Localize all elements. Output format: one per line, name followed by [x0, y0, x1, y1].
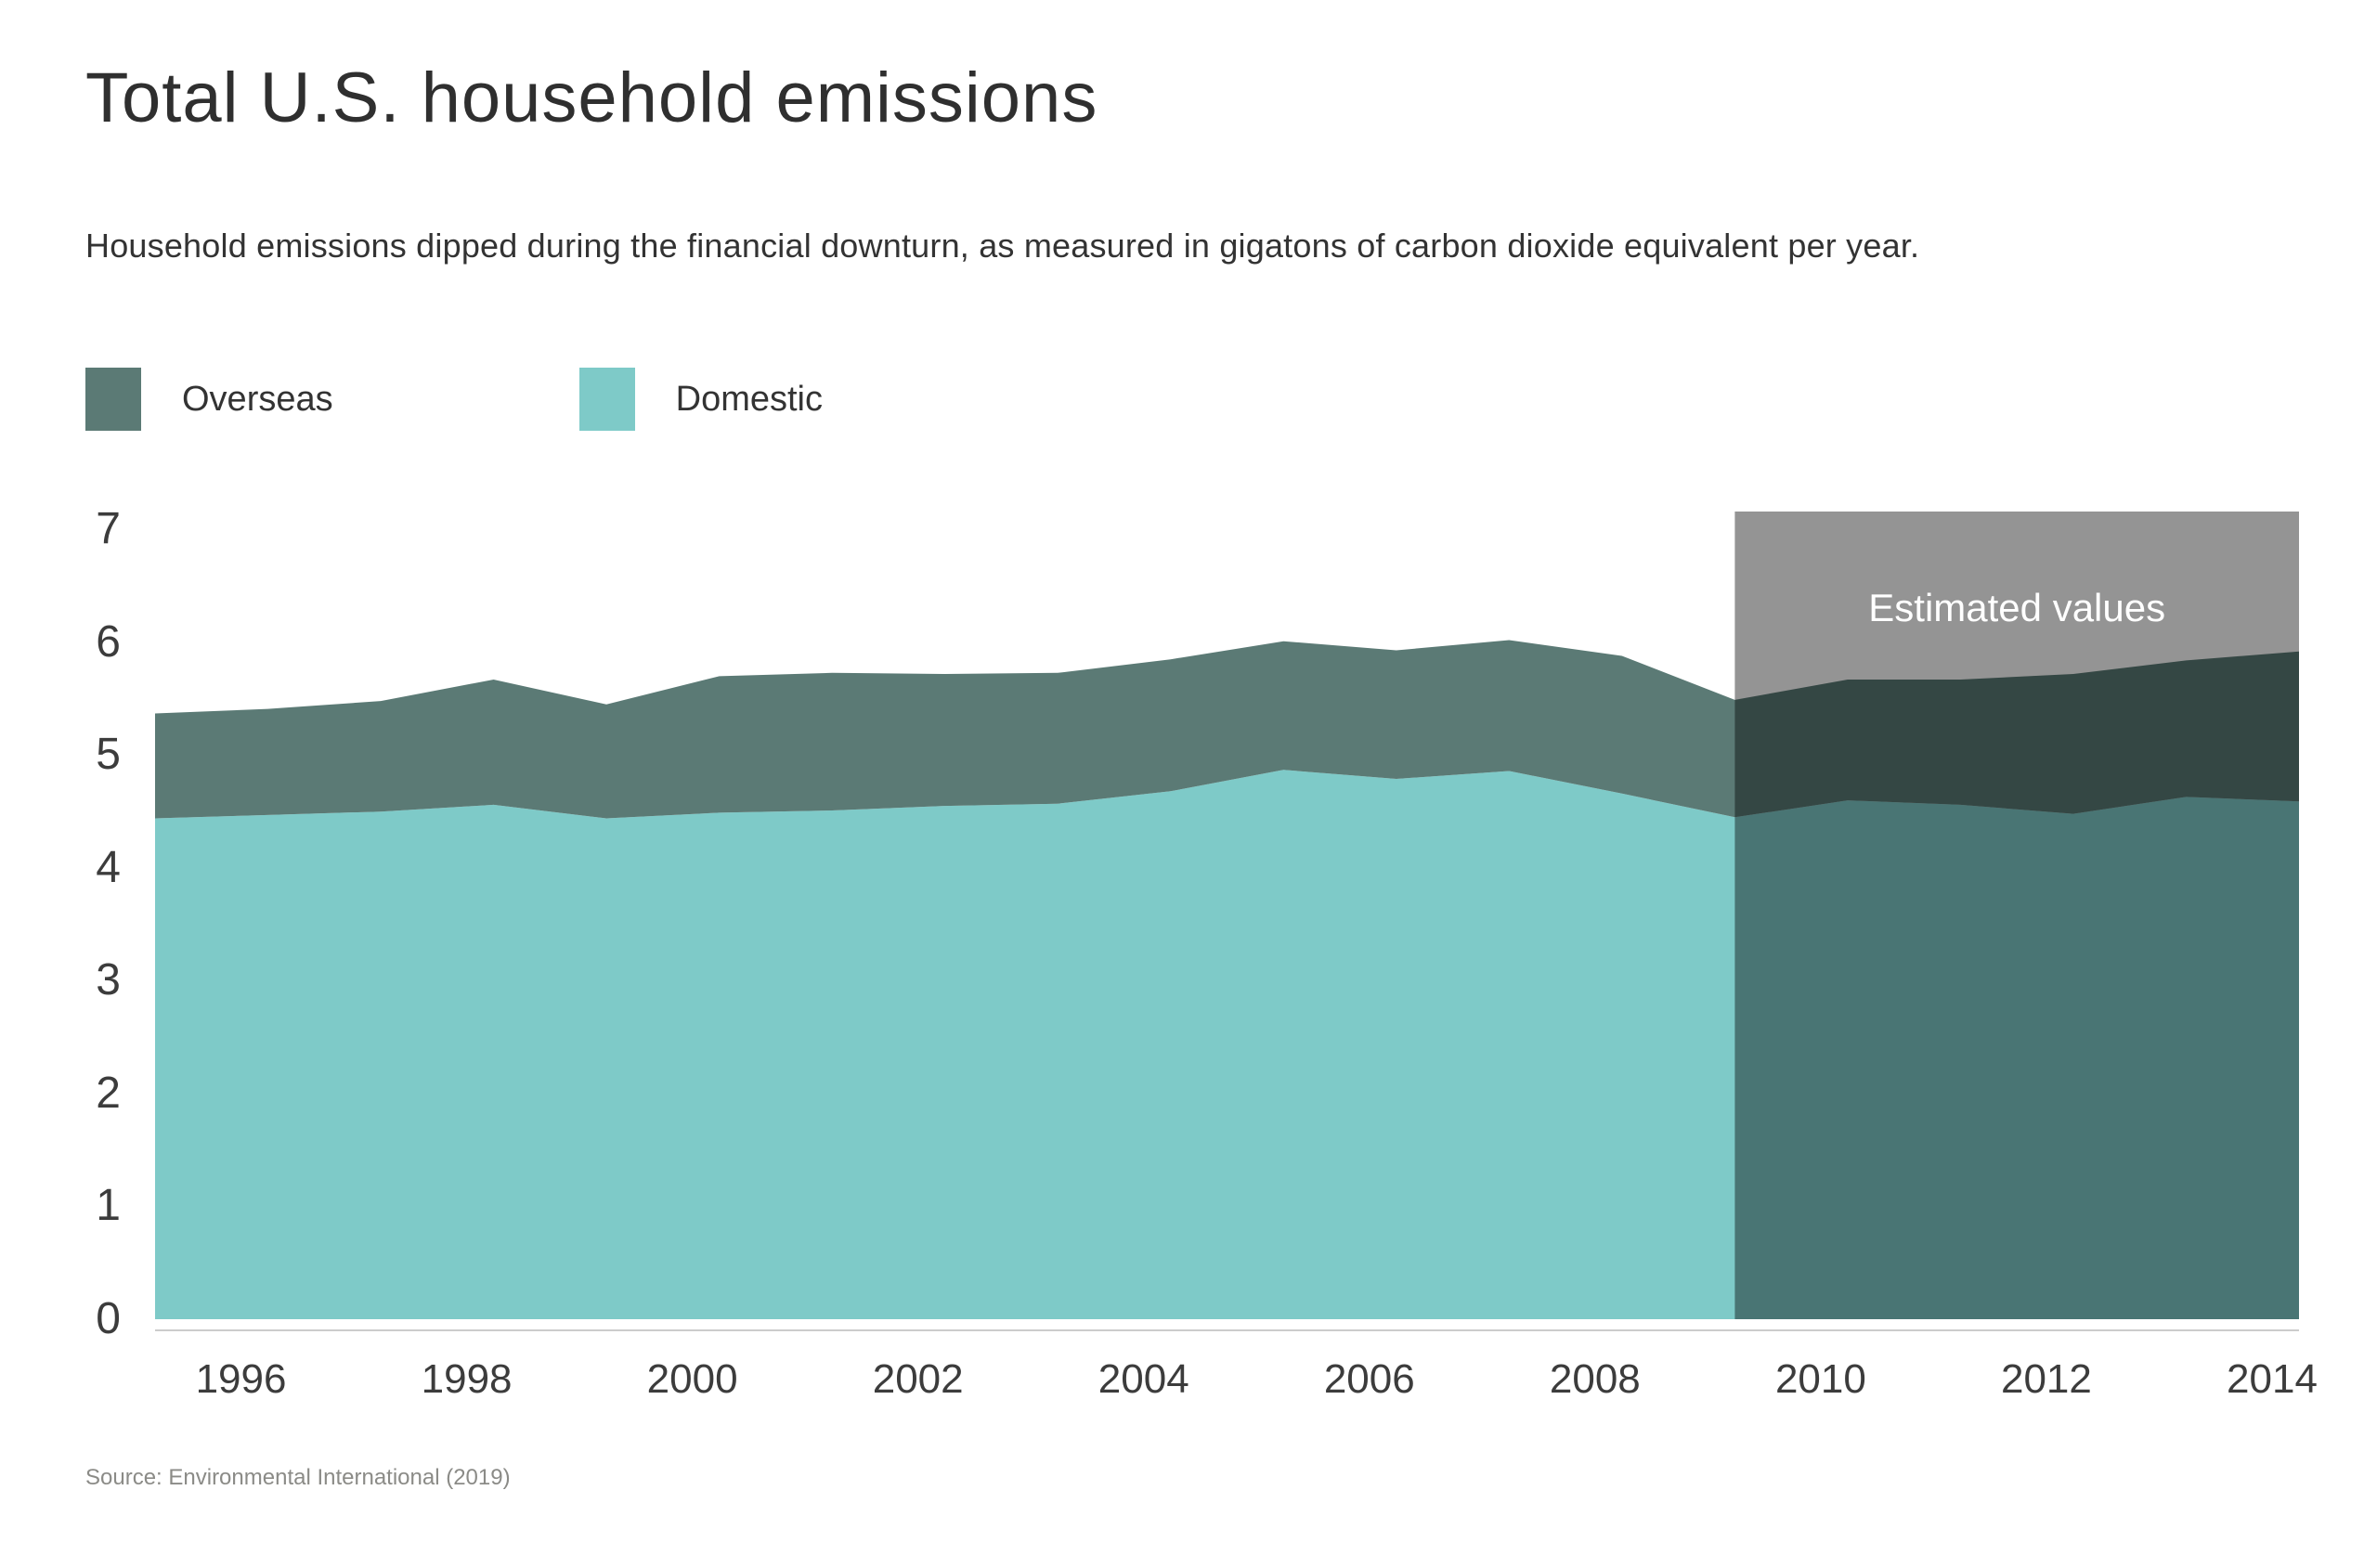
x-tick-label: 1998: [421, 1356, 513, 1402]
legend-item-domestic: Domestic: [578, 368, 823, 431]
y-tick-label: 7: [96, 504, 121, 554]
legend: Overseas Domestic: [85, 368, 823, 431]
legend-label-overseas: Overseas: [182, 379, 333, 419]
overseas-swatch-icon: [85, 368, 141, 431]
x-tick-label: 2012: [2000, 1356, 2092, 1402]
page-subtitle: Household emissions dipped during the fi…: [85, 227, 1920, 265]
estimated-values-label: Estimated values: [1868, 586, 2165, 629]
domestic-area: [155, 770, 2299, 1319]
x-tick-label: 1996: [195, 1356, 287, 1402]
y-tick-label: 2: [96, 1068, 121, 1118]
x-tick-label: 2006: [1323, 1356, 1415, 1402]
source-note: Source: Environmental International (201…: [85, 1465, 511, 1490]
y-tick-label: 0: [96, 1294, 121, 1343]
x-tick-label: 2008: [1549, 1356, 1641, 1402]
x-tick-label: 2004: [1098, 1356, 1189, 1402]
y-tick-label: 3: [96, 955, 121, 1005]
overseas-area: [155, 640, 2299, 819]
x-tick-label: 2000: [646, 1356, 738, 1402]
x-tick-label: 2002: [872, 1356, 964, 1402]
estimated-region-overlay: [1734, 512, 2299, 1319]
x-tick-label: 2010: [1774, 1356, 1866, 1402]
page-title: Total U.S. household emissions: [85, 58, 1098, 137]
legend-item-overseas: Overseas: [85, 368, 333, 431]
y-tick-label: 5: [96, 730, 121, 780]
y-tick-label: 4: [96, 842, 121, 892]
x-axis-line: [155, 1329, 2299, 1331]
legend-label-domestic: Domestic: [675, 379, 823, 419]
y-tick-label: 6: [96, 616, 121, 667]
domestic-swatch-icon: [578, 368, 635, 431]
x-tick-label: 2014: [2227, 1356, 2318, 1402]
plot-area: Estimated values: [155, 512, 2299, 1319]
y-tick-label: 1: [96, 1181, 121, 1231]
